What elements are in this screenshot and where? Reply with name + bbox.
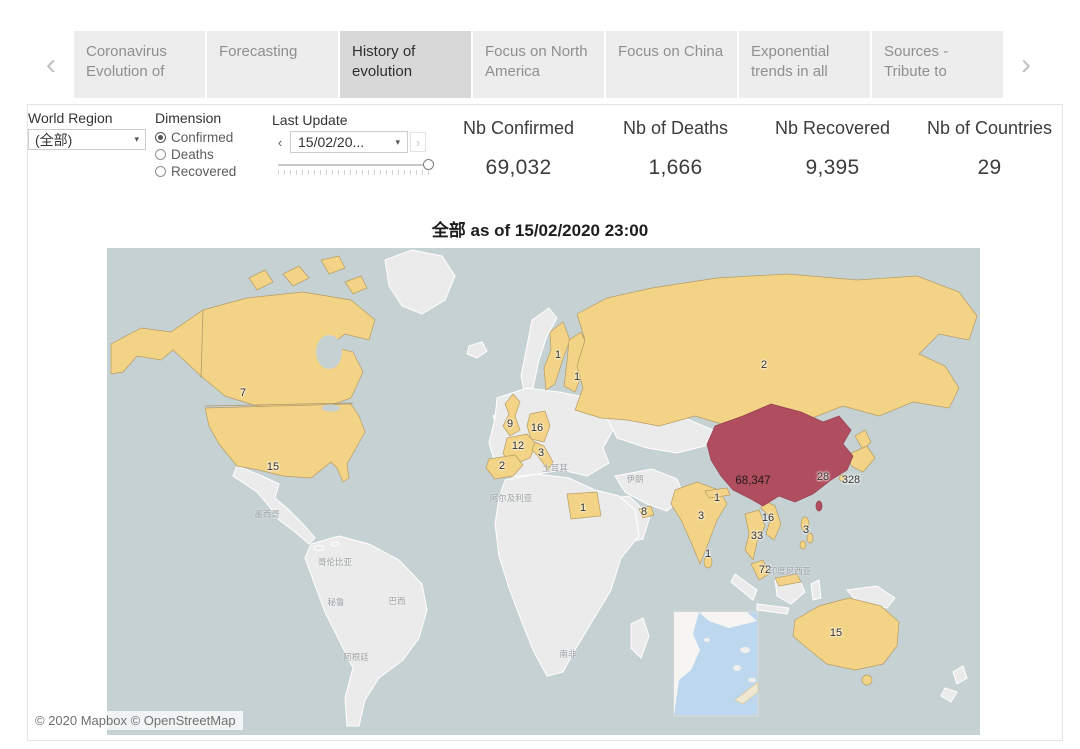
radio-circle-icon: [155, 131, 166, 143]
date-slider-handle[interactable]: [423, 159, 434, 170]
radio-confirmed[interactable]: Confirmed: [155, 129, 265, 145]
world-region-select[interactable]: (全部) ▾: [28, 129, 146, 150]
world-region-label: World Region: [28, 110, 113, 126]
country-india[interactable]: [670, 481, 728, 565]
country-nepal[interactable]: [704, 487, 731, 499]
map-attribution: © 2020 Mapbox © OpenStreetMap: [28, 711, 243, 730]
kpi-nb-of-countries: Nb of Countries 29: [911, 118, 1068, 180]
country-sweden[interactable]: [543, 321, 571, 391]
world-region-value: (全部): [35, 131, 73, 148]
kpi-value: 1,666: [648, 156, 703, 179]
date-value: 15/02/20...: [298, 134, 365, 150]
kpi-nb-recovered: Nb Recovered 9,395: [754, 118, 911, 180]
country-uk[interactable]: [502, 393, 521, 437]
kpi-nb-of-deaths: Nb of Deaths 1,666: [597, 118, 754, 180]
sheet-tab-bar: ‹ Coronavirus Evolution of Forecasting His…: [28, 31, 1062, 98]
radio-label: Recovered: [171, 163, 237, 179]
last-update-filter: Last Update ‹ 15/02/20... ▾ ›: [272, 112, 440, 175]
country-spain[interactable]: [485, 454, 524, 480]
inset-map: [673, 611, 759, 717]
tab-strip: Coronavirus Evolution of Forecasting Histo…: [74, 31, 1003, 98]
kpi-value: 29: [977, 156, 1002, 179]
tab-focus-on-north-america[interactable]: Focus on North America: [473, 31, 604, 98]
map-title: 全部 as of 15/02/2020 23:00: [431, 221, 649, 240]
country-italy[interactable]: [531, 441, 554, 471]
tabs-scroll-left-icon[interactable]: ‹: [46, 47, 56, 81]
tab-forecasting[interactable]: Forecasting: [207, 31, 338, 98]
radio-circle-icon: [155, 165, 166, 177]
world-region-filter: World Region (全部) ▾: [28, 110, 154, 150]
world-map-canvas: [107, 248, 980, 735]
tab-history-of-evolution[interactable]: History of evolution: [340, 31, 471, 98]
radio-recovered[interactable]: Recovered: [155, 163, 265, 179]
highlighted-countries: [110, 255, 978, 686]
date-previous-button[interactable]: ‹: [277, 134, 283, 150]
kpi-label: Nb Confirmed: [462, 118, 575, 138]
tab-focus-on-china[interactable]: Focus on China: [606, 31, 737, 98]
country-australia[interactable]: [792, 597, 900, 671]
country-china[interactable]: [706, 403, 854, 512]
radio-circle-icon: [155, 148, 166, 160]
country-usa[interactable]: [204, 403, 366, 483]
kpi-value: 9,395: [805, 156, 860, 179]
date-slider-ticks: [278, 170, 430, 175]
base-countries: [232, 249, 968, 727]
radio-label: Deaths: [171, 146, 214, 162]
date-slider-track[interactable]: [278, 164, 428, 166]
kpi-nb-confirmed: Nb Confirmed 69,032: [440, 118, 597, 180]
country-tasmania[interactable]: [861, 674, 873, 686]
date-select[interactable]: 15/02/20... ▾: [290, 131, 408, 153]
tabs-scroll-right-icon[interactable]: ›: [1021, 47, 1031, 81]
tab-exponential-trends-in-all[interactable]: Exponential trends in all: [739, 31, 870, 98]
kpi-label: Nb of Countries: [926, 118, 1053, 138]
country-germany[interactable]: [526, 410, 551, 443]
country-philippines[interactable]: [800, 516, 810, 532]
tab-sources-tribute-to[interactable]: Sources - Tribute to: [872, 31, 1003, 98]
country-sri-lanka[interactable]: [703, 555, 713, 569]
country-japan[interactable]: [854, 429, 872, 451]
country-vietnam[interactable]: [760, 499, 782, 541]
kpi-value: 69,032: [485, 156, 552, 179]
country-uae[interactable]: [638, 505, 655, 519]
kpi-label: Nb of Deaths: [622, 118, 729, 138]
dimension-label: Dimension: [155, 110, 222, 126]
dimension-radio-group: Confirmed Deaths Recovered: [155, 129, 265, 179]
country-canada[interactable]: [110, 291, 376, 409]
tab-coronavirus-evolution-of[interactable]: Coronavirus Evolution of: [74, 31, 205, 98]
world-map[interactable]: [107, 248, 980, 735]
country-thailand[interactable]: [744, 509, 766, 561]
radio-label: Confirmed: [171, 129, 234, 145]
country-malaysia[interactable]: [750, 559, 770, 581]
radio-deaths[interactable]: Deaths: [155, 146, 265, 162]
chevron-down-icon: ▾: [134, 134, 139, 144]
date-slider: [278, 159, 434, 175]
kpi-label: Nb Recovered: [774, 118, 891, 138]
country-egypt[interactable]: [566, 491, 602, 520]
dimension-filter: Dimension Confirmed Deaths Recovered: [155, 110, 265, 180]
date-next-button[interactable]: ›: [410, 132, 426, 152]
chevron-down-icon: ▾: [395, 136, 400, 147]
last-update-label: Last Update: [272, 112, 348, 128]
kpi-row: Nb Confirmed 69,032 Nb of Deaths 1,666 Nb Re…: [440, 118, 1068, 180]
